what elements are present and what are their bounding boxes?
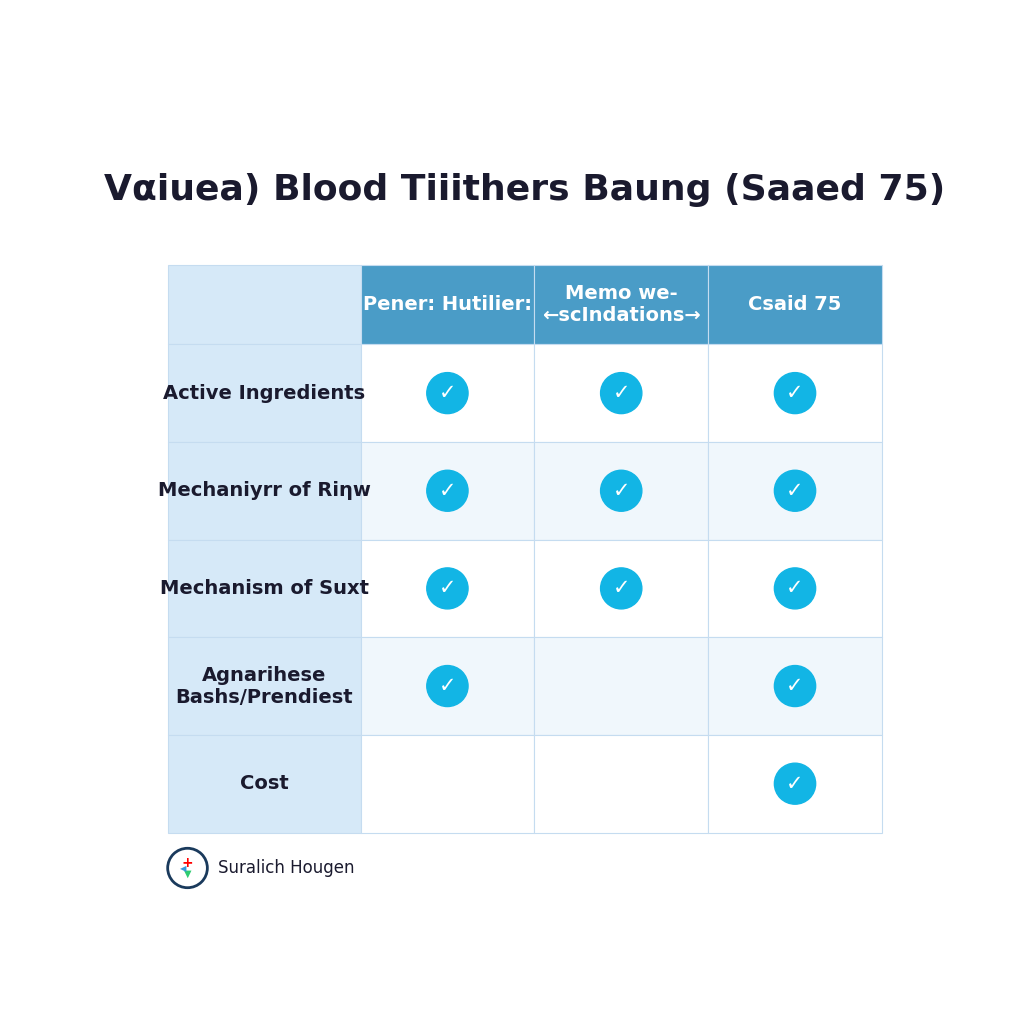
FancyBboxPatch shape	[709, 265, 882, 344]
FancyBboxPatch shape	[360, 442, 535, 540]
Circle shape	[427, 470, 468, 511]
Text: ✓: ✓	[438, 383, 456, 403]
Text: ✓: ✓	[612, 579, 630, 598]
FancyBboxPatch shape	[535, 735, 709, 833]
FancyBboxPatch shape	[535, 265, 709, 344]
FancyBboxPatch shape	[709, 540, 882, 637]
FancyBboxPatch shape	[360, 735, 535, 833]
Text: ✓: ✓	[786, 676, 804, 696]
Text: ✓: ✓	[438, 579, 456, 598]
Text: ✓: ✓	[438, 480, 456, 501]
Circle shape	[774, 373, 816, 414]
Circle shape	[427, 373, 468, 414]
Text: ✓: ✓	[612, 383, 630, 403]
Text: +: +	[181, 856, 194, 870]
Circle shape	[774, 763, 816, 804]
FancyBboxPatch shape	[168, 442, 360, 540]
Circle shape	[774, 470, 816, 511]
Text: Vαiuea) Blood Tiiithers Baung (Saaed 75): Vαiuea) Blood Tiiithers Baung (Saaed 75)	[104, 173, 945, 207]
FancyBboxPatch shape	[168, 344, 360, 442]
Text: Agnarihese
Bashs/Prendiest: Agnarihese Bashs/Prendiest	[175, 666, 353, 707]
Text: ✓: ✓	[786, 383, 804, 403]
Text: ◀: ◀	[179, 864, 186, 873]
FancyBboxPatch shape	[535, 540, 709, 637]
FancyBboxPatch shape	[360, 637, 535, 735]
Circle shape	[427, 568, 468, 609]
Circle shape	[774, 666, 816, 707]
Text: Memo we-
←scIndations→: Memo we- ←scIndations→	[542, 284, 700, 325]
Text: Mechanism of Suxt: Mechanism of Suxt	[160, 579, 369, 598]
Text: Suralich Hougen: Suralich Hougen	[218, 859, 354, 877]
Text: ✓: ✓	[786, 774, 804, 794]
FancyBboxPatch shape	[168, 265, 360, 344]
Text: Active Ingredients: Active Ingredients	[163, 384, 366, 402]
FancyBboxPatch shape	[360, 540, 535, 637]
FancyBboxPatch shape	[168, 735, 360, 833]
Text: ✓: ✓	[612, 480, 630, 501]
Circle shape	[774, 568, 816, 609]
FancyBboxPatch shape	[168, 637, 360, 735]
FancyBboxPatch shape	[360, 344, 535, 442]
Text: ✓: ✓	[786, 480, 804, 501]
Circle shape	[601, 568, 642, 609]
FancyBboxPatch shape	[535, 442, 709, 540]
Text: Pener: Hutilier:: Pener: Hutilier:	[362, 295, 531, 314]
Text: Mechaniyrr of Riηw: Mechaniyrr of Riηw	[158, 481, 371, 501]
Text: ✓: ✓	[786, 579, 804, 598]
FancyBboxPatch shape	[709, 344, 882, 442]
Circle shape	[601, 470, 642, 511]
FancyBboxPatch shape	[168, 540, 360, 637]
Circle shape	[601, 373, 642, 414]
FancyBboxPatch shape	[709, 735, 882, 833]
Text: ▼: ▼	[183, 868, 191, 879]
FancyBboxPatch shape	[535, 637, 709, 735]
Text: Cost: Cost	[240, 774, 289, 794]
Circle shape	[168, 848, 207, 888]
Circle shape	[427, 666, 468, 707]
Text: ✓: ✓	[438, 676, 456, 696]
FancyBboxPatch shape	[709, 637, 882, 735]
FancyBboxPatch shape	[360, 265, 535, 344]
FancyBboxPatch shape	[709, 442, 882, 540]
FancyBboxPatch shape	[535, 344, 709, 442]
Text: Csaid 75: Csaid 75	[749, 295, 842, 314]
